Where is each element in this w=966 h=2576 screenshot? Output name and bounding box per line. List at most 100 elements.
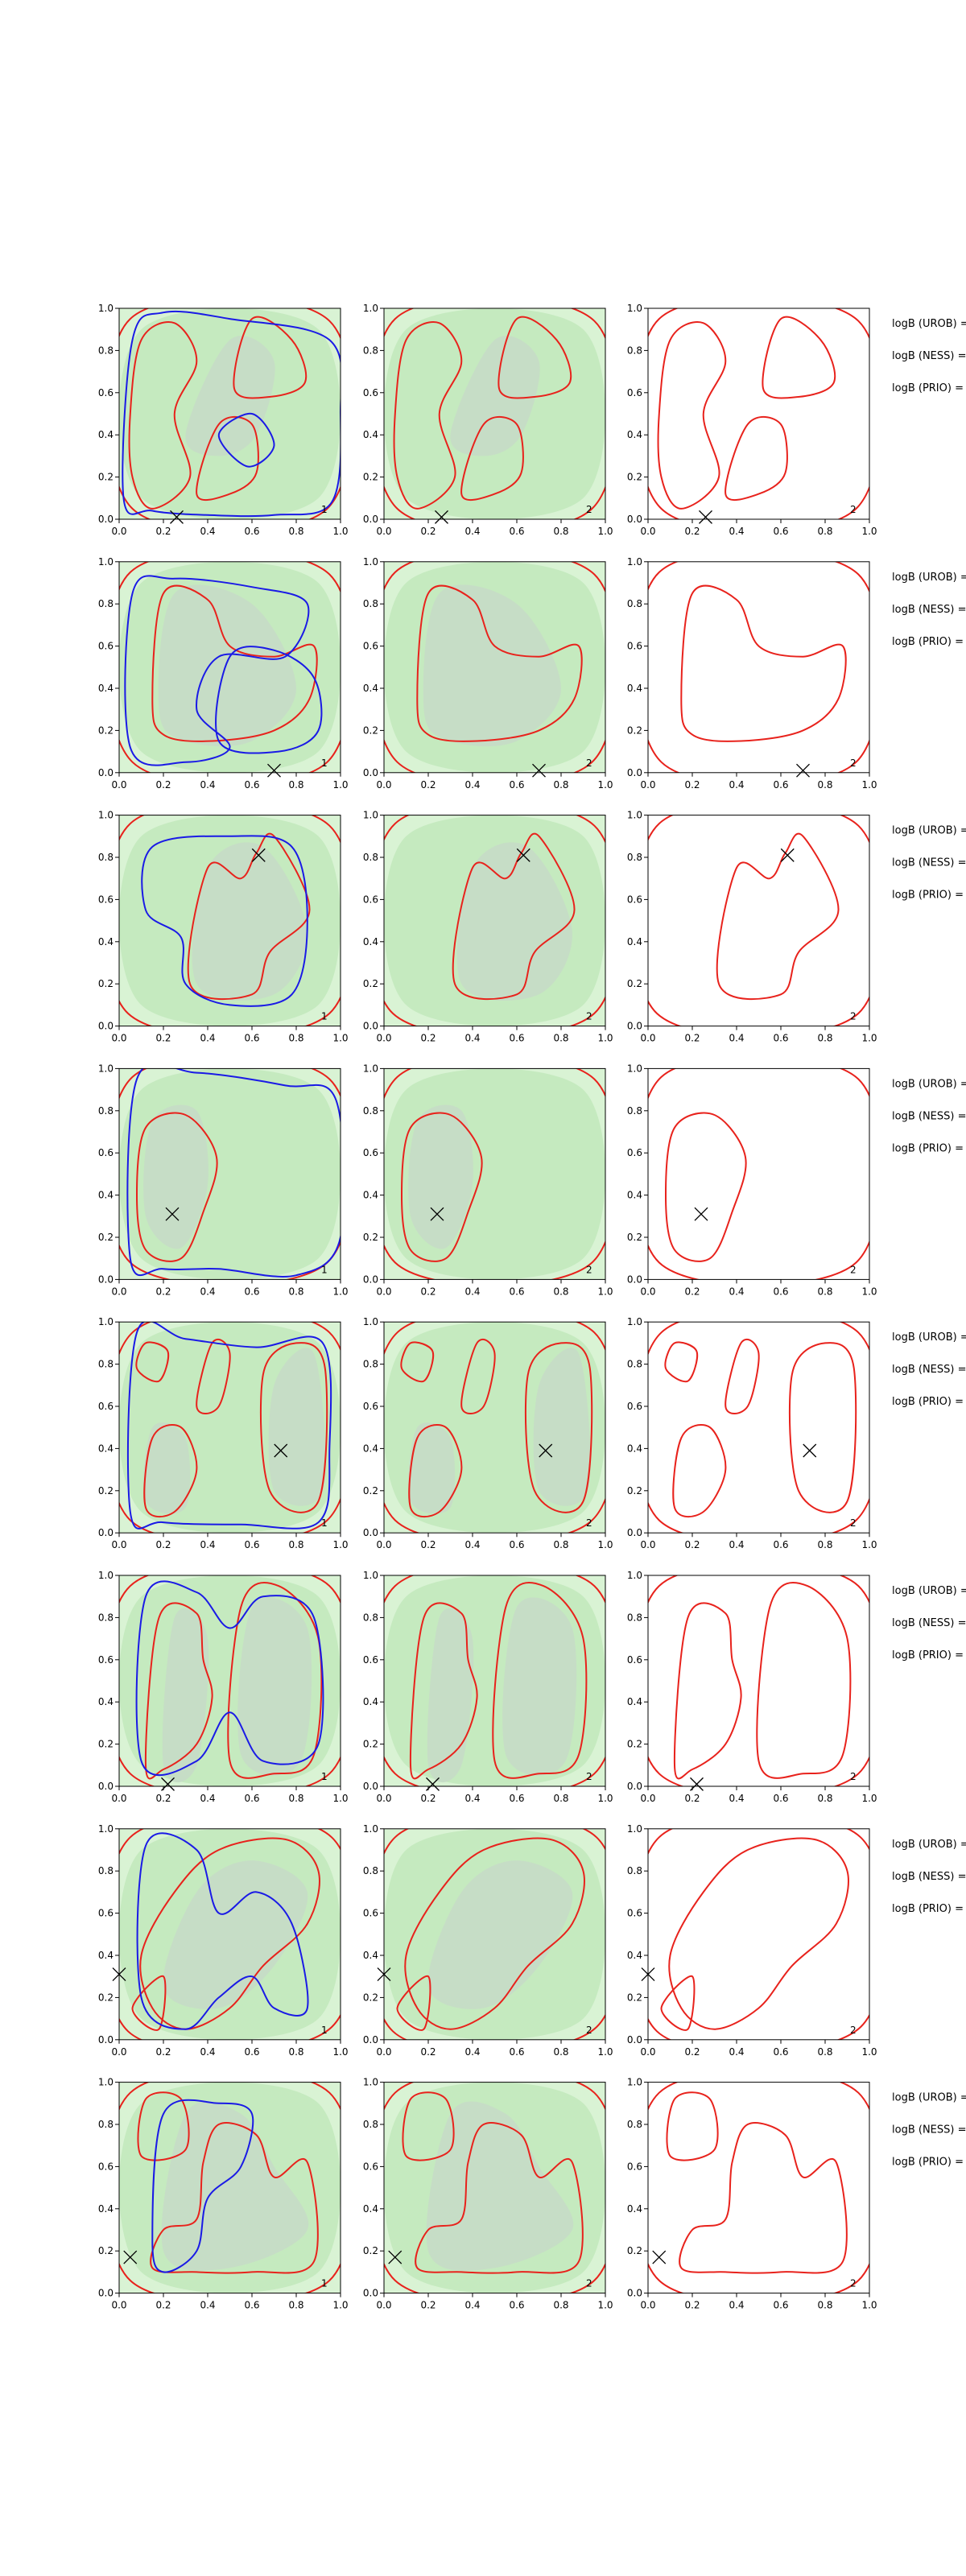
y-tick: 1.0 — [363, 1823, 384, 1835]
y-tick-label: 0.0 — [363, 1781, 378, 1792]
x-tick-label: 0.8 — [553, 1539, 568, 1550]
y-tick-label: 0.8 — [363, 1359, 378, 1370]
y-tick-label: 0.8 — [627, 852, 642, 863]
x-tick-label: 0.0 — [640, 1539, 655, 1550]
y-tick: 0.4 — [627, 1950, 648, 1961]
filled-region — [533, 1348, 591, 1506]
logb-legend-line: logB (NESS) = — [892, 350, 966, 362]
x-tick-label: 0.8 — [817, 1539, 832, 1550]
x-tick-label: 0.2 — [155, 1286, 171, 1297]
x-marker — [165, 1207, 180, 1221]
y-tick: 1.0 — [98, 2077, 119, 2088]
x-tick: 0.4 — [729, 2039, 745, 2058]
panel-number: 1 — [321, 1011, 328, 1022]
y-tick: 1.0 — [98, 303, 119, 314]
y-tick-label: 0.6 — [627, 1908, 642, 1919]
x-tick-label: 0.8 — [288, 1033, 303, 1044]
x-tick-label: 1.0 — [332, 1286, 348, 1297]
x-tick-label: 1.0 — [861, 1539, 877, 1550]
x-tick: 0.0 — [376, 1026, 392, 1044]
y-tick-label: 0.8 — [363, 852, 378, 863]
filled-region — [408, 1104, 473, 1249]
x-tick-label: 1.0 — [332, 1793, 348, 1804]
x-tick: 0.2 — [420, 1026, 436, 1044]
y-tick-label: 0.2 — [98, 724, 114, 736]
y-tick: 0.4 — [627, 429, 648, 440]
y-tick: 0.8 — [363, 598, 384, 609]
panel-number: 1 — [321, 1264, 328, 1275]
y-tick: 0.4 — [98, 2203, 119, 2215]
x-tick: 0.6 — [773, 1533, 789, 1550]
y-tick: 0.2 — [98, 978, 119, 989]
x-tick-label: 0.2 — [420, 1033, 436, 1044]
x-tick-label: 1.0 — [332, 1033, 348, 1044]
red-contour — [135, 1112, 218, 1262]
y-tick: 1.0 — [627, 1063, 648, 1074]
x-tick: 0.8 — [288, 519, 304, 537]
panel-number: 2 — [586, 2278, 592, 2289]
y-tick-label: 0.0 — [98, 514, 114, 525]
y-tick: 0.2 — [363, 1485, 384, 1496]
y-tick: 0.4 — [363, 683, 384, 694]
x-tick: 0.2 — [155, 1279, 171, 1297]
x-tick-label: 1.0 — [332, 2300, 348, 2311]
y-tick-label: 0.2 — [627, 1739, 642, 1750]
y-tick: 0.6 — [627, 1147, 648, 1158]
x-tick-label: 0.0 — [640, 1033, 655, 1044]
x-tick-label: 0.0 — [111, 2046, 126, 2058]
y-tick-label: 0.0 — [98, 1527, 114, 1538]
y-tick: 0.2 — [363, 1992, 384, 2003]
y-tick: 0.8 — [98, 598, 119, 609]
y-tick-label: 1.0 — [98, 1570, 114, 1581]
y-tick: 0.4 — [98, 1443, 119, 1454]
x-tick-label: 0.6 — [244, 1793, 259, 1804]
x-tick: 0.4 — [200, 1533, 216, 1550]
y-tick-label: 1.0 — [98, 303, 114, 314]
x-tick: 0.0 — [640, 1026, 656, 1044]
y-tick-label: 0.0 — [363, 514, 378, 525]
x-tick-label: 0.6 — [244, 1033, 259, 1044]
x-tick-label: 0.6 — [509, 1793, 524, 1804]
x-tick-label: 1.0 — [597, 526, 613, 537]
y-tick-label: 0.4 — [363, 1696, 378, 1707]
x-marker — [435, 510, 448, 524]
x-tick-label: 1.0 — [597, 2300, 613, 2311]
x-tick: 0.8 — [817, 1279, 833, 1297]
panel-number: 2 — [850, 1517, 857, 1529]
axes-frame — [383, 1321, 606, 1534]
y-tick-label: 0.8 — [98, 345, 114, 356]
red-contour — [119, 2082, 341, 2293]
x-tick: 0.6 — [773, 2293, 789, 2311]
x-tick-label: 0.0 — [111, 1539, 126, 1550]
x-tick: 0.0 — [376, 519, 392, 537]
y-tick-label: 0.4 — [98, 429, 114, 440]
red-contour — [724, 415, 788, 502]
y-tick-label: 0.6 — [627, 387, 642, 398]
x-tick-label: 0.6 — [773, 1793, 788, 1804]
x-tick-label: 1.0 — [332, 2046, 348, 2058]
x-tick-label: 0.0 — [376, 2300, 391, 2311]
y-tick: 0.4 — [98, 1190, 119, 1201]
red-contour — [657, 321, 727, 510]
x-tick: 0.6 — [773, 519, 789, 537]
x-marker — [123, 2250, 138, 2264]
y-tick-label: 0.8 — [363, 1612, 378, 1623]
y-tick: 0.2 — [627, 724, 648, 736]
x-tick-label: 0.2 — [155, 2046, 171, 2058]
x-tick-label: 0.0 — [376, 1793, 391, 1804]
panel-number: 1 — [321, 1517, 328, 1529]
red-contour — [666, 2091, 719, 2161]
logb-legend-line: logB (PRIO) = — [892, 890, 964, 902]
red-contour — [415, 2122, 584, 2274]
y-tick-label: 0.6 — [98, 1654, 114, 1666]
y-tick: 0.6 — [627, 1401, 648, 1412]
x-tick: 0.2 — [155, 1533, 171, 1550]
x-tick: 0.2 — [420, 1279, 436, 1297]
panel-number: 2 — [586, 1264, 592, 1275]
panel-r8-c3: 2 0.0 0.2 0.4 0.6 0.8 1.0 0.0 0.2 0.4 0.6 0.8 1.0 — [627, 2077, 877, 2311]
y-tick-label: 0.0 — [98, 1021, 114, 1032]
y-tick-label: 0.6 — [98, 894, 114, 905]
axes-frame — [647, 561, 870, 774]
y-tick-label: 1.0 — [363, 1823, 378, 1835]
panel-r3-c2: 2 0.0 0.2 0.4 0.6 0.8 1.0 0.0 0.2 0.4 0.6 0.8 1.0 — [363, 810, 613, 1044]
